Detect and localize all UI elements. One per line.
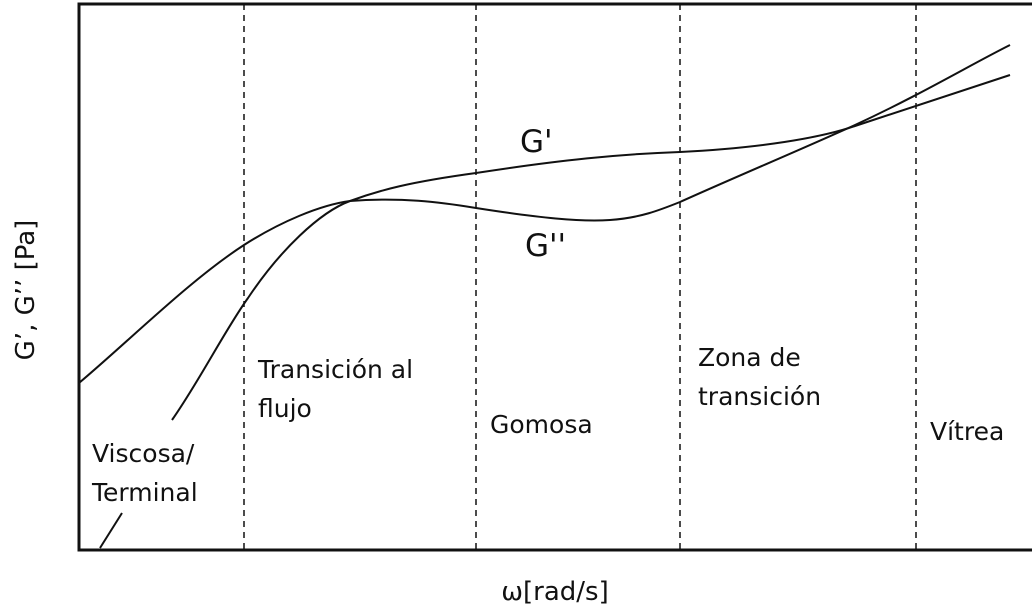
region-label: Gomosa [490, 410, 593, 439]
plot-frame [77, 2, 1032, 552]
curve-label: G'' [525, 228, 566, 264]
region-label: Viscosa/ [92, 439, 195, 468]
region-label: transición [698, 382, 821, 411]
region-label: Vítrea [930, 417, 1004, 446]
region-label: flujo [258, 394, 312, 423]
g-prime-curve [99, 74, 1011, 549]
region-label: Terminal [91, 478, 198, 507]
x-axis-label: ω[rad/s] [501, 577, 609, 607]
curve-label: G' [520, 124, 553, 160]
region-label: Zona de [698, 343, 801, 372]
region-label: Transición al [257, 355, 413, 384]
y-axis-label: G’, G’’ [Pa] [11, 220, 41, 361]
g-double-prime-curve [78, 44, 1011, 384]
